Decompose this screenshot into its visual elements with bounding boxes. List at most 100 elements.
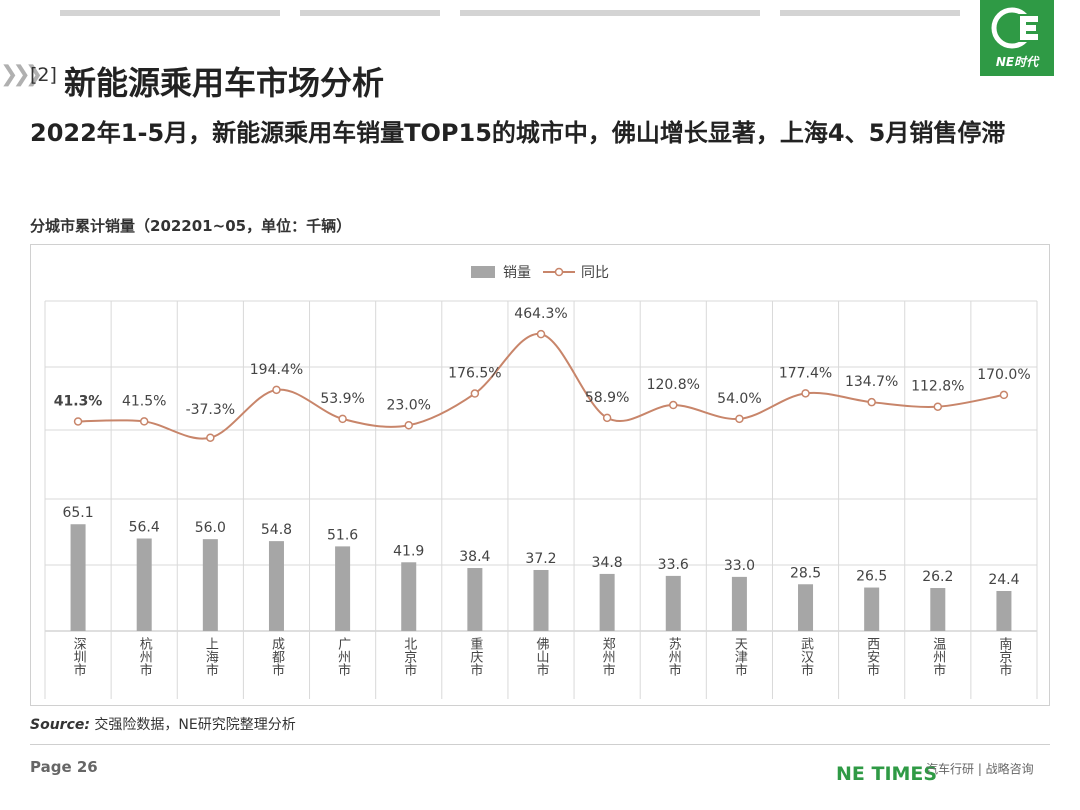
sales-bar xyxy=(70,524,86,631)
yoy-data-label: 53.9% xyxy=(320,391,364,407)
logo-text: NE时代 xyxy=(995,55,1039,69)
bar-data-label: 38.4 xyxy=(459,549,490,565)
top-decor-segment xyxy=(780,10,960,16)
source-text: 交强险数据，NE研究院整理分析 xyxy=(94,717,296,733)
yoy-data-label: 54.0% xyxy=(717,391,761,407)
chart-title: 分城市累计销量（202201~05，单位：千辆） xyxy=(30,217,352,235)
city-sales-chart: 销量 同比 65.1 56.4 56.0 54.8 51.6 41.9 38.4 37.2 34.8… xyxy=(44,265,1038,699)
top-decor-segment xyxy=(300,10,440,16)
yoy-data-label: 177.4% xyxy=(779,365,832,381)
sales-bar xyxy=(467,568,483,631)
x-tick-label: 深圳市 xyxy=(71,637,87,676)
yoy-point xyxy=(73,417,83,426)
yoy-point xyxy=(735,414,744,424)
sales-bar xyxy=(731,576,747,631)
x-tick-label: 北京市 xyxy=(401,637,417,676)
x-tick-label: 佛山市 xyxy=(534,637,550,676)
sales-bar xyxy=(202,539,218,631)
bar-data-label: 41.9 xyxy=(393,543,424,559)
bar-data-label: 54.8 xyxy=(261,522,292,538)
bar-data-label: 65.1 xyxy=(62,505,93,521)
chevrons-icon: ❯❯❯ xyxy=(0,62,43,87)
ne-logo-icon xyxy=(991,7,1038,49)
x-tick-label: 南京市 xyxy=(996,636,1012,676)
sales-bar xyxy=(864,587,880,631)
legend-line-marker xyxy=(554,267,564,277)
sales-bar xyxy=(533,569,549,631)
bar-data-label: 26.5 xyxy=(856,569,887,585)
bar-data-label: 28.5 xyxy=(790,565,821,581)
x-tick-label: 苏州市 xyxy=(666,636,682,676)
top-decor-bar xyxy=(0,0,1080,20)
section-title: 新能源乘用车市场分析 xyxy=(64,64,385,102)
x-tick-label: 成都市 xyxy=(269,637,285,676)
sales-bar xyxy=(136,538,152,631)
bar-data-label: 24.4 xyxy=(988,572,1019,588)
yoy-point xyxy=(933,402,943,411)
sales-bar xyxy=(996,590,1012,631)
yoy-data-label: 58.9% xyxy=(585,390,629,406)
bar-data-label: 56.0 xyxy=(195,520,226,536)
yoy-data-label: -37.3% xyxy=(186,402,236,418)
footer-divider xyxy=(30,744,1050,745)
sales-bar xyxy=(335,546,351,631)
yoy-data-label: 134.7% xyxy=(845,374,898,390)
yoy-data-label: 194.4% xyxy=(250,362,303,378)
footer-brand: NE TIMES xyxy=(836,763,938,785)
source-label: Source: xyxy=(30,717,90,733)
top-decor-segment xyxy=(460,10,760,16)
bar-data-label: 33.0 xyxy=(724,558,755,574)
bar-data-label: 34.8 xyxy=(592,555,623,571)
yoy-data-label: 170.0% xyxy=(977,367,1030,383)
ne-times-logo: NE时代 xyxy=(980,0,1054,76)
yoy-point xyxy=(404,421,413,430)
yoy-point xyxy=(602,413,612,423)
sales-bar xyxy=(599,573,615,631)
sales-bar xyxy=(401,562,417,631)
top-decor-segment xyxy=(60,10,280,16)
yoy-data-label: 176.5% xyxy=(448,366,501,382)
yoy-point xyxy=(536,329,546,339)
yoy-point xyxy=(867,397,876,407)
bar-data-label: 33.6 xyxy=(658,557,689,573)
x-tick-label: 西安市 xyxy=(864,637,880,676)
legend-label: 销量 xyxy=(503,265,531,281)
x-tick-label: 温州市 xyxy=(930,637,946,676)
yoy-data-label: 464.3% xyxy=(514,306,567,322)
yoy-point xyxy=(338,414,347,424)
legend-label: 同比 xyxy=(581,265,609,281)
yoy-point xyxy=(801,389,810,398)
sales-bar xyxy=(268,541,284,631)
x-tick-label: 广州市 xyxy=(335,637,351,676)
x-tick-label: 天津市 xyxy=(732,637,748,676)
footer-tagline: 汽车行研 | 战略咨询 xyxy=(926,762,1034,776)
yoy-data-label: 41.5% xyxy=(122,393,166,409)
yoy-point xyxy=(139,417,149,426)
slide-subtitle: 2022年1-5月，新能源乘用车销量TOP15的城市中，佛山增长显著，上海4、5… xyxy=(30,119,1006,147)
yoy-point xyxy=(470,389,480,398)
x-tick-label: 武汉市 xyxy=(798,637,814,676)
page-number: Page 26 xyxy=(30,758,98,776)
yoy-data-label: 112.8% xyxy=(911,379,964,395)
chart-frame: 销量 同比 65.1 56.4 56.0 54.8 51.6 41.9 38.4 37.2 34.8… xyxy=(30,244,1050,706)
x-tick-label: 上海市 xyxy=(203,637,219,676)
bar-data-label: 37.2 xyxy=(525,551,556,567)
sales-bar xyxy=(798,584,814,631)
x-tick-label: 重庆市 xyxy=(467,636,483,676)
legend-bar-swatch xyxy=(471,266,495,278)
yoy-point xyxy=(999,390,1009,400)
sales-bar xyxy=(930,588,946,631)
x-tick-label: 郑州市 xyxy=(600,637,616,676)
yoy-data-label: 41.3% xyxy=(54,393,103,409)
yoy-point xyxy=(272,385,281,395)
source-note: Source: 交强险数据，NE研究院整理分析 xyxy=(30,714,296,734)
section-number: [2] xyxy=(30,64,57,86)
x-tick-label: 杭州市 xyxy=(137,637,153,676)
yoy-data-label: 23.0% xyxy=(386,397,430,413)
sales-bar xyxy=(665,575,681,631)
bar-data-label: 26.2 xyxy=(922,569,953,585)
yoy-point xyxy=(206,433,215,442)
yoy-point xyxy=(669,400,678,410)
yoy-data-label: 120.8% xyxy=(647,377,700,393)
bar-data-label: 51.6 xyxy=(327,527,358,543)
